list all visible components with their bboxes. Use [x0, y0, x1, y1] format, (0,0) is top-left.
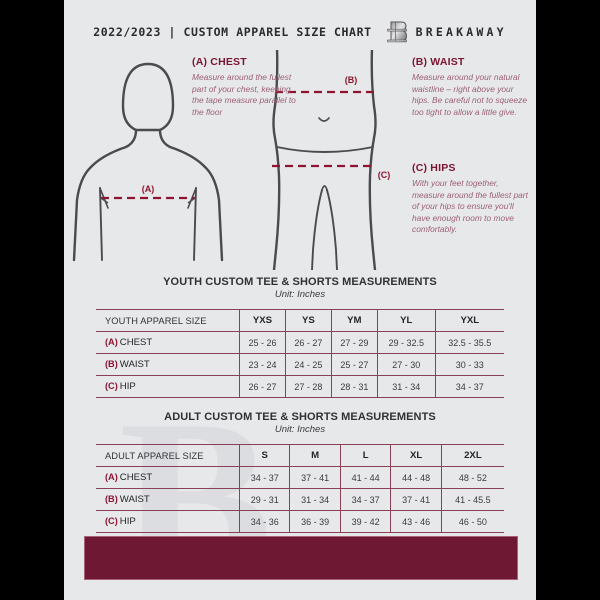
- youth-row-waist-label: (B) WAIST: [96, 353, 240, 376]
- adult-waist-xl: 37 - 41: [390, 488, 442, 511]
- chest-marker-label: (A): [142, 184, 155, 194]
- youth-waist-yl: 27 - 30: [376, 353, 436, 376]
- youth-header-yl: YL: [376, 309, 436, 332]
- adult-hip-2xl: 46 - 50: [440, 510, 504, 533]
- youth-chest-ys: 26 - 27: [284, 331, 332, 354]
- adult-row-waist-label: (B) WAIST: [96, 488, 240, 511]
- youth-row-chest-label: (A) CHEST: [96, 331, 240, 354]
- adult-hip-l: 39 - 42: [339, 510, 392, 533]
- adult-header-xl: XL: [390, 444, 442, 467]
- adult-chest-s: 34 - 37: [238, 466, 291, 489]
- measurement-diagram: (A) (B): [64, 50, 536, 270]
- youth-hip-yxl: 34 - 37: [434, 375, 504, 398]
- adult-row-hip-label: (C) HIP: [96, 510, 240, 533]
- youth-header-yxs: YXS: [239, 309, 286, 332]
- row-name: CHEST: [119, 472, 153, 483]
- adult-hip-s: 34 - 36: [238, 510, 291, 533]
- table-header-row: ADULT APPAREL SIZE S M L XL 2XL: [96, 444, 504, 467]
- table-row: (B) WAIST 29 - 31 31 - 34 34 - 37 37 - 41…: [96, 488, 504, 511]
- youth-chest-ym: 27 - 29: [330, 331, 378, 354]
- table-row: (A) CHEST 25 - 26 26 - 27 27 - 29 29 - 32…: [96, 331, 504, 354]
- adult-header-s: S: [238, 444, 291, 467]
- adult-chest-xl: 44 - 48: [390, 466, 442, 489]
- adult-row-chest-label: (A) CHEST: [96, 466, 240, 489]
- description-chest-body: Measure around the fullest part of your …: [192, 72, 296, 117]
- adult-hip-m: 36 - 39: [289, 510, 341, 533]
- row-tag: (A): [105, 337, 118, 347]
- row-name: HIP: [119, 516, 136, 527]
- size-chart-page: B 2022/2023 | CUSTOM APPAREL SIZE CHART: [64, 0, 536, 600]
- adult-size-table: ADULT APPAREL SIZE S M L XL 2XL (A) CHEST…: [96, 444, 504, 533]
- youth-row-hip-label: (C) HIP: [96, 375, 240, 398]
- chest-measure-line: [100, 196, 196, 204]
- youth-header-yxl: YXL: [434, 309, 504, 332]
- description-hips: (C) HIPS With your feet together, measur…: [412, 162, 532, 236]
- description-hips-body: With your feet together, measure around …: [412, 178, 528, 235]
- youth-chest-yl: 29 - 32.5: [376, 331, 436, 354]
- adult-waist-m: 31 - 34: [289, 488, 341, 511]
- youth-hip-ym: 28 - 31: [330, 375, 378, 398]
- adult-section-heading: ADULT CUSTOM TEE & SHORTS MEASUREMENTS U…: [64, 411, 536, 435]
- table-row: (B) WAIST 23 - 24 24 - 25 25 - 27 27 - 30…: [96, 353, 504, 376]
- youth-waist-ys: 24 - 25: [284, 353, 332, 376]
- adult-chest-m: 37 - 41: [289, 466, 341, 489]
- adult-chest-l: 41 - 44: [339, 466, 392, 489]
- page-header: 2022/2023 | CUSTOM APPAREL SIZE CHART: [64, 18, 536, 46]
- youth-section-heading: YOUTH CUSTOM TEE & SHORTS MEASUREMENTS U…: [64, 276, 536, 300]
- row-name: WAIST: [119, 494, 150, 505]
- adult-header-2xl: 2XL: [440, 444, 504, 467]
- row-tag: (C): [105, 381, 118, 391]
- youth-hip-ys: 27 - 28: [284, 375, 332, 398]
- description-chest: (A) CHEST Measure around the fullest par…: [192, 56, 304, 118]
- adult-header-l: L: [339, 444, 392, 467]
- youth-waist-ym: 25 - 27: [330, 353, 378, 376]
- row-tag: (B): [105, 494, 118, 504]
- adult-table-title: ADULT CUSTOM TEE & SHORTS MEASUREMENTS: [164, 411, 436, 423]
- hips-marker-label: (C): [378, 170, 391, 180]
- youth-header-ys: YS: [284, 309, 332, 332]
- row-tag: (C): [105, 516, 118, 526]
- adult-header-m: M: [289, 444, 341, 467]
- row-name: HIP: [119, 381, 136, 392]
- youth-table-title: YOUTH CUSTOM TEE & SHORTS MEASUREMENTS: [163, 276, 437, 288]
- front-torso-figure-icon: [72, 62, 224, 262]
- description-waist-title: (B) WAIST: [412, 56, 465, 68]
- body-figures-illustration: (A) (B): [72, 50, 391, 270]
- youth-header-ym: YM: [330, 309, 378, 332]
- adult-waist-s: 29 - 31: [238, 488, 291, 511]
- youth-hip-yl: 31 - 34: [376, 375, 436, 398]
- youth-header-size: YOUTH APPAREL SIZE: [96, 309, 240, 332]
- table-row: (C) HIP 34 - 36 36 - 39 39 - 42 43 - 46 4…: [96, 510, 504, 533]
- youth-waist-yxs: 23 - 24: [239, 353, 286, 376]
- youth-waist-yxl: 30 - 33: [434, 353, 504, 376]
- description-hips-title: (C) HIPS: [412, 162, 456, 174]
- adult-waist-l: 34 - 37: [339, 488, 392, 511]
- row-name: CHEST: [119, 337, 153, 348]
- adult-header-size: ADULT APPAREL SIZE: [96, 444, 240, 467]
- footer-bar: [84, 536, 518, 580]
- row-name: WAIST: [119, 359, 150, 370]
- youth-hip-yxs: 26 - 27: [239, 375, 286, 398]
- table-row: (A) CHEST 34 - 37 37 - 41 41 - 44 44 - 48…: [96, 466, 504, 489]
- table-header-row: YOUTH APPAREL SIZE YXS YS YM YL YXL: [96, 309, 504, 332]
- youth-table-unit: Unit: Inches: [274, 289, 326, 300]
- waist-marker-label: (B): [345, 75, 358, 85]
- youth-chest-yxs: 25 - 26: [239, 331, 286, 354]
- adult-chest-2xl: 48 - 52: [440, 466, 504, 489]
- table-row: (C) HIP 26 - 27 27 - 28 28 - 31 31 - 34 3…: [96, 375, 504, 398]
- adult-waist-2xl: 41 - 45.5: [440, 488, 504, 511]
- row-tag: (B): [105, 359, 118, 369]
- page-title: 2022/2023 | CUSTOM APPAREL SIZE CHART: [93, 25, 372, 39]
- description-waist-body: Measure around your natural waistline – …: [412, 72, 527, 117]
- description-waist: (B) WAIST Measure around your natural wa…: [412, 56, 528, 118]
- youth-chest-yxl: 32.5 - 35.5: [434, 331, 504, 354]
- breakaway-b-monogram-icon: [386, 19, 408, 45]
- row-tag: (A): [105, 472, 118, 482]
- youth-size-table: YOUTH APPAREL SIZE YXS YS YM YL YXL (A) C…: [96, 309, 504, 398]
- adult-hip-xl: 43 - 46: [390, 510, 442, 533]
- brand-logo: BREAKAWAY: [386, 19, 507, 45]
- brand-name: BREAKAWAY: [415, 25, 507, 39]
- adult-table-unit: Unit: Inches: [274, 424, 326, 435]
- description-chest-title: (A) CHEST: [192, 56, 247, 68]
